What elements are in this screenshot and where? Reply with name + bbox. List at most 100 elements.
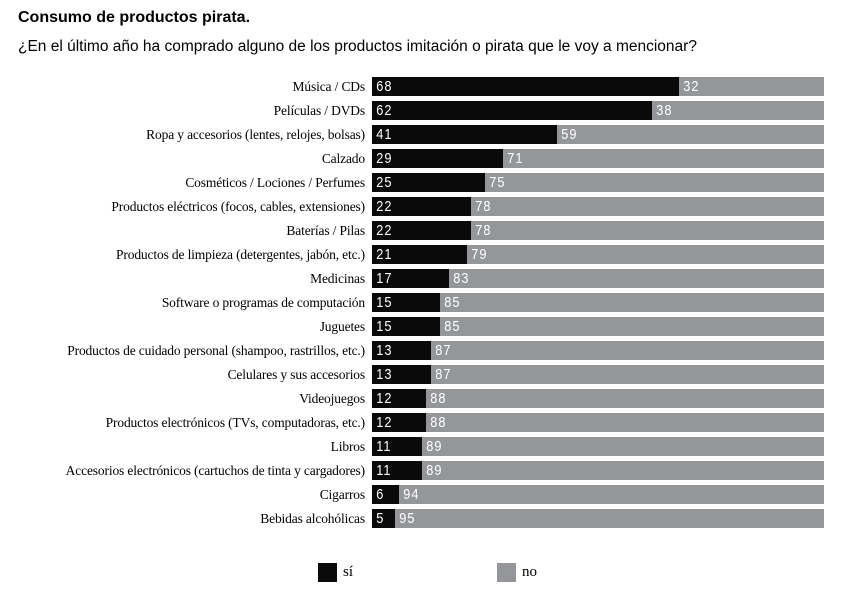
bar-segment-si: 5 — [372, 509, 395, 528]
bar-group: 22 78 — [372, 197, 824, 216]
bar-value: 15 — [376, 294, 393, 311]
bar-segment-si: 29 — [372, 149, 504, 168]
category-label: Música / CDs — [292, 79, 366, 94]
bar-value: 13 — [376, 366, 393, 383]
bar-segment-no: 38 — [652, 101, 824, 120]
category-label: Libros — [330, 439, 366, 454]
bar-value: 12 — [376, 414, 393, 431]
bar-segment-no: 88 — [426, 413, 824, 432]
category-label: Accesorios electrónicos (cartuchos de ti… — [65, 463, 365, 478]
bar-value: 78 — [475, 198, 492, 215]
bar-segment-si: 17 — [372, 269, 449, 288]
bar-segment-si: 41 — [372, 125, 558, 144]
bar-value: 11 — [376, 462, 392, 479]
category-label: Bebidas alcohólicas — [260, 511, 365, 526]
bar-segment-si: 13 — [372, 365, 431, 384]
bar-segment-si: 62 — [372, 101, 653, 120]
bar-value: 5 — [376, 510, 385, 527]
bar-row: Música / CDs 68 32 — [18, 77, 824, 96]
bar-group: 15 85 — [372, 317, 824, 336]
category-label: Productos de limpieza (detergentes, jabó… — [116, 247, 365, 262]
bar-group: 21 79 — [372, 245, 824, 264]
bar-value: 95 — [398, 510, 416, 527]
bar-row: Cosméticos / Lociones / Perfumes 25 75 — [18, 173, 824, 192]
bar-value: 6 — [376, 486, 385, 503]
bar-value: 83 — [453, 270, 470, 287]
bar-value: 22 — [376, 222, 393, 239]
category-label: Cosméticos / Lociones / Perfumes — [185, 175, 365, 190]
bar-segment-no: 78 — [471, 221, 824, 240]
legend-item-si: sí — [318, 563, 353, 582]
bar-segment-si: 11 — [372, 461, 422, 480]
bar-row: Libros 11 89 — [18, 437, 824, 456]
bar-row: Productos electrónicos (TVs, computadora… — [18, 413, 824, 432]
bar-segment-no: 87 — [430, 341, 824, 360]
category-label: Juguetes — [319, 319, 365, 334]
bar-value: 78 — [475, 222, 492, 239]
bar-segment-si: 13 — [372, 341, 431, 360]
bar-value: 75 — [489, 174, 506, 191]
bar-value: 59 — [561, 126, 578, 143]
bar-segment-no: 85 — [439, 293, 824, 312]
bar-row: Juguetes 15 85 — [18, 317, 824, 336]
legend-swatch-si — [318, 563, 337, 582]
bar-row: Videojuegos 12 88 — [18, 389, 824, 408]
bar-group: 22 78 — [372, 221, 824, 240]
bar-segment-no: 59 — [557, 125, 824, 144]
bar-value: 87 — [435, 366, 452, 383]
bar-group: 62 38 — [372, 101, 824, 120]
bar-segment-si: 22 — [372, 221, 472, 240]
bar-value: 13 — [376, 342, 393, 359]
bar-group: 13 87 — [372, 341, 824, 360]
bar-segment-no: 95 — [394, 509, 824, 528]
bar-value: 88 — [430, 414, 447, 431]
bar-group: 41 59 — [372, 125, 824, 144]
chart-subtitle: ¿En el último año ha comprado alguno de … — [18, 38, 697, 55]
bar-value: 89 — [425, 438, 443, 455]
bar-row: Películas / DVDs 62 38 — [18, 101, 824, 120]
bar-value: 15 — [376, 318, 393, 335]
bar-segment-no: 83 — [448, 269, 824, 288]
bar-group: 6 94 — [372, 485, 824, 504]
bar-segment-si: 25 — [372, 173, 485, 192]
category-label: Ropa y accesorios (lentes, relojes, bols… — [146, 127, 365, 142]
bar-segment-si: 21 — [372, 245, 467, 264]
category-label: Cigarros — [319, 487, 365, 502]
bar-group: 11 89 — [372, 437, 824, 456]
legend-item-no: no — [497, 563, 537, 582]
bar-segment-no: 89 — [421, 461, 824, 480]
legend-label-no: no — [522, 564, 537, 580]
category-label: Productos electrónicos (TVs, computadora… — [105, 415, 366, 430]
bar-row: Productos de cuidado personal (shampoo, … — [18, 341, 824, 360]
bar-segment-no: 87 — [430, 365, 824, 384]
chart-legend: sí no — [0, 563, 861, 583]
bar-group: 5 95 — [372, 509, 824, 528]
bar-value: 22 — [376, 198, 393, 215]
bar-value: 17 — [376, 270, 393, 287]
category-label: Películas / DVDs — [273, 103, 365, 118]
category-label: Productos eléctricos (focos, cables, ext… — [111, 199, 365, 214]
category-label: Baterías / Pilas — [286, 223, 365, 238]
bar-segment-no: 32 — [679, 77, 824, 96]
bar-value: 12 — [376, 390, 393, 407]
bar-row: Calzado 29 71 — [18, 149, 824, 168]
bar-value: 85 — [444, 318, 461, 335]
bar-value: 71 — [507, 150, 524, 167]
bar-segment-no: 79 — [466, 245, 824, 264]
category-label: Productos de cuidado personal (shampoo, … — [67, 343, 365, 358]
bar-row: Productos eléctricos (focos, cables, ext… — [18, 197, 824, 216]
legend-swatch-no — [497, 563, 516, 582]
bar-group: 12 88 — [372, 413, 824, 432]
bar-row: Cigarros 6 94 — [18, 485, 824, 504]
category-label: Software o programas de computación — [161, 295, 365, 310]
category-label: Calzado — [321, 151, 365, 166]
bar-group: 17 83 — [372, 269, 824, 288]
category-label: Celulares y sus accesorios — [227, 367, 366, 382]
bar-group: 29 71 — [372, 149, 824, 168]
bar-value: 94 — [403, 486, 420, 503]
bar-group: 15 85 — [372, 293, 824, 312]
bar-segment-no: 75 — [485, 173, 824, 192]
bar-value: 89 — [425, 462, 443, 479]
bar-segment-no: 85 — [439, 317, 824, 336]
bar-value: 29 — [376, 150, 393, 167]
